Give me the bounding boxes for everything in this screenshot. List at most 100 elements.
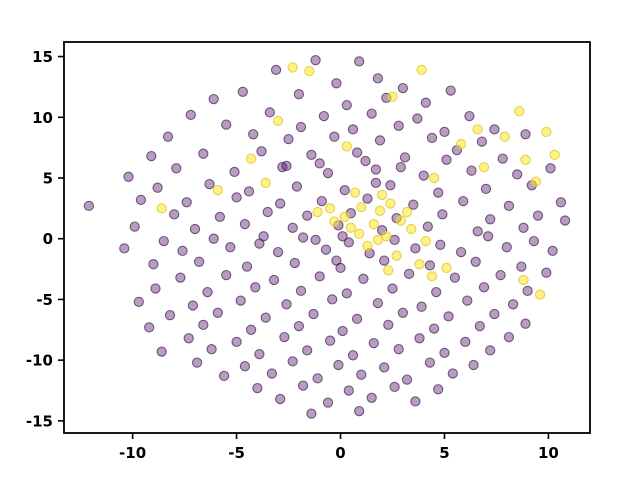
scatter-point-class-yellow [349,187,361,198]
scatter-point-class-purple [331,78,342,89]
scatter-point-class-purple [308,308,319,320]
scatter-point-class-yellow [374,205,386,216]
scatter-point-class-yellow [395,215,406,226]
scatter-point-class-purple [516,261,527,272]
scatter-point-class-purple [260,312,271,323]
y-tick-label: 0 [43,230,53,248]
scatter-point-class-purple [316,195,327,207]
scatter-point-class-purple [83,200,95,212]
scatter-point-class-purple [416,301,427,312]
scatter-point-class-purple [119,243,130,254]
y-tick-label: -15 [26,412,53,430]
scatter-point-class-purple [322,397,334,408]
scatter-point-class-purple [212,307,223,318]
scatter-point-class-purple [370,164,382,175]
scatter-point-class-purple [507,299,519,310]
scatter-point-class-purple [258,231,269,242]
scatter-point-class-purple [356,369,367,380]
y-tick-label: 10 [32,109,53,127]
scatter-point-class-purple [221,269,232,281]
scatter-point-class-purple [272,246,284,258]
scatter-point-class-yellow [520,154,531,165]
scatter-point-class-purple [239,218,251,230]
scatter-point-class-purple [181,197,192,208]
scatter-point-class-yellow [385,198,396,209]
scatter-point-class-purple [462,295,473,306]
scatter-point-class-yellow [530,176,542,187]
scatter-point-class-purple [559,215,571,226]
scatter-point-class-purple [235,295,246,306]
scatter-point-class-purple [443,311,454,322]
scatter-point-class-purple [341,99,352,111]
scatter-point-class-purple [171,163,182,174]
scatter-point-class-purple [329,131,340,142]
scatter-point-class-purple [287,222,298,233]
scatter-point-class-purple [191,357,203,368]
scatter-point-class-purple [358,273,369,284]
scatter-point-class-purple [123,171,134,182]
scatter-point-class-purple [148,259,159,270]
scatter-point-class-purple [385,180,396,191]
scatter-point-class-purple [293,89,305,100]
scatter-point-class-yellow [541,126,552,138]
scatter-point-class-purple [206,344,217,355]
scatter-point-class-purple [351,147,363,158]
scatter-point-class-purple [279,331,290,343]
scatter-point-class-purple [464,110,475,122]
scatter-point-class-purple [389,381,400,393]
scatter-point-class-purple [435,239,446,250]
scatter-point-class-purple [422,221,433,232]
scatter-point-class-purple [250,282,261,293]
scatter-point-class-purple [245,324,257,335]
scatter-point-class-purple [204,178,215,190]
scatter-point-class-purple [393,120,404,131]
scatter-point-class-purple [302,345,313,356]
scatter-point-class-purple [150,283,161,294]
scatter-point-class-purple [129,221,140,232]
scatter-point-class-purple [485,345,496,356]
scatter-point-class-purple [324,335,336,346]
scatter-point-class-purple [397,82,409,94]
scatter-point-class-purple [252,382,263,394]
scatter-point-class-purple [291,181,303,192]
scatter-point-class-yellow [339,211,350,223]
y-tick-label: -5 [36,291,53,309]
scatter-point-class-purple [368,337,379,349]
scatter-point-class-purple [441,154,452,165]
scatter-point-class-purple [410,396,421,407]
scatter-point-class-purple [347,124,359,135]
scatter-point-class-purple [214,211,226,223]
scatter-point-class-yellow [472,124,483,135]
scatter-point-class-yellow [324,203,336,214]
scatter-point-class-purple [374,135,386,146]
scatter-point-class-purple [379,362,390,373]
y-tick-label: -10 [26,352,53,370]
scatter-point-class-yellow [455,138,467,150]
scatter-point-class-yellow [401,206,413,218]
scatter-point-class-yellow [549,149,560,161]
scatter-point-class-purple [354,405,365,417]
scatter-point-class-purple [495,269,506,281]
scatter-point-class-yellow [518,274,529,286]
scatter-point-class-purple [372,297,384,309]
scatter-point-class-purple [289,257,300,269]
scatter-point-class-purple [306,408,317,419]
scatter-point-class-purple [297,380,309,391]
scatter-point-class-purple [337,325,348,337]
scatter-point-class-purple [401,374,413,385]
scatter-point-class-purple [503,200,515,212]
scatter-point-class-yellow [414,259,425,270]
scatter-point-class-purple [547,245,558,257]
scatter-point-class-purple [229,166,240,178]
scatter-point-class-purple [318,110,330,122]
scatter-point-class-purple [439,347,450,359]
scatter-point-class-yellow [212,184,223,196]
scatter-point-class-purple [354,56,365,67]
scatter-point-class-yellow [329,216,340,227]
scatter-point-class-purple [331,255,342,266]
scatter-point-class-purple [395,161,406,173]
scatter-point-class-purple [314,271,325,282]
scatter-point-class-purple [254,348,265,360]
scatter-point-class-yellow [354,228,365,240]
